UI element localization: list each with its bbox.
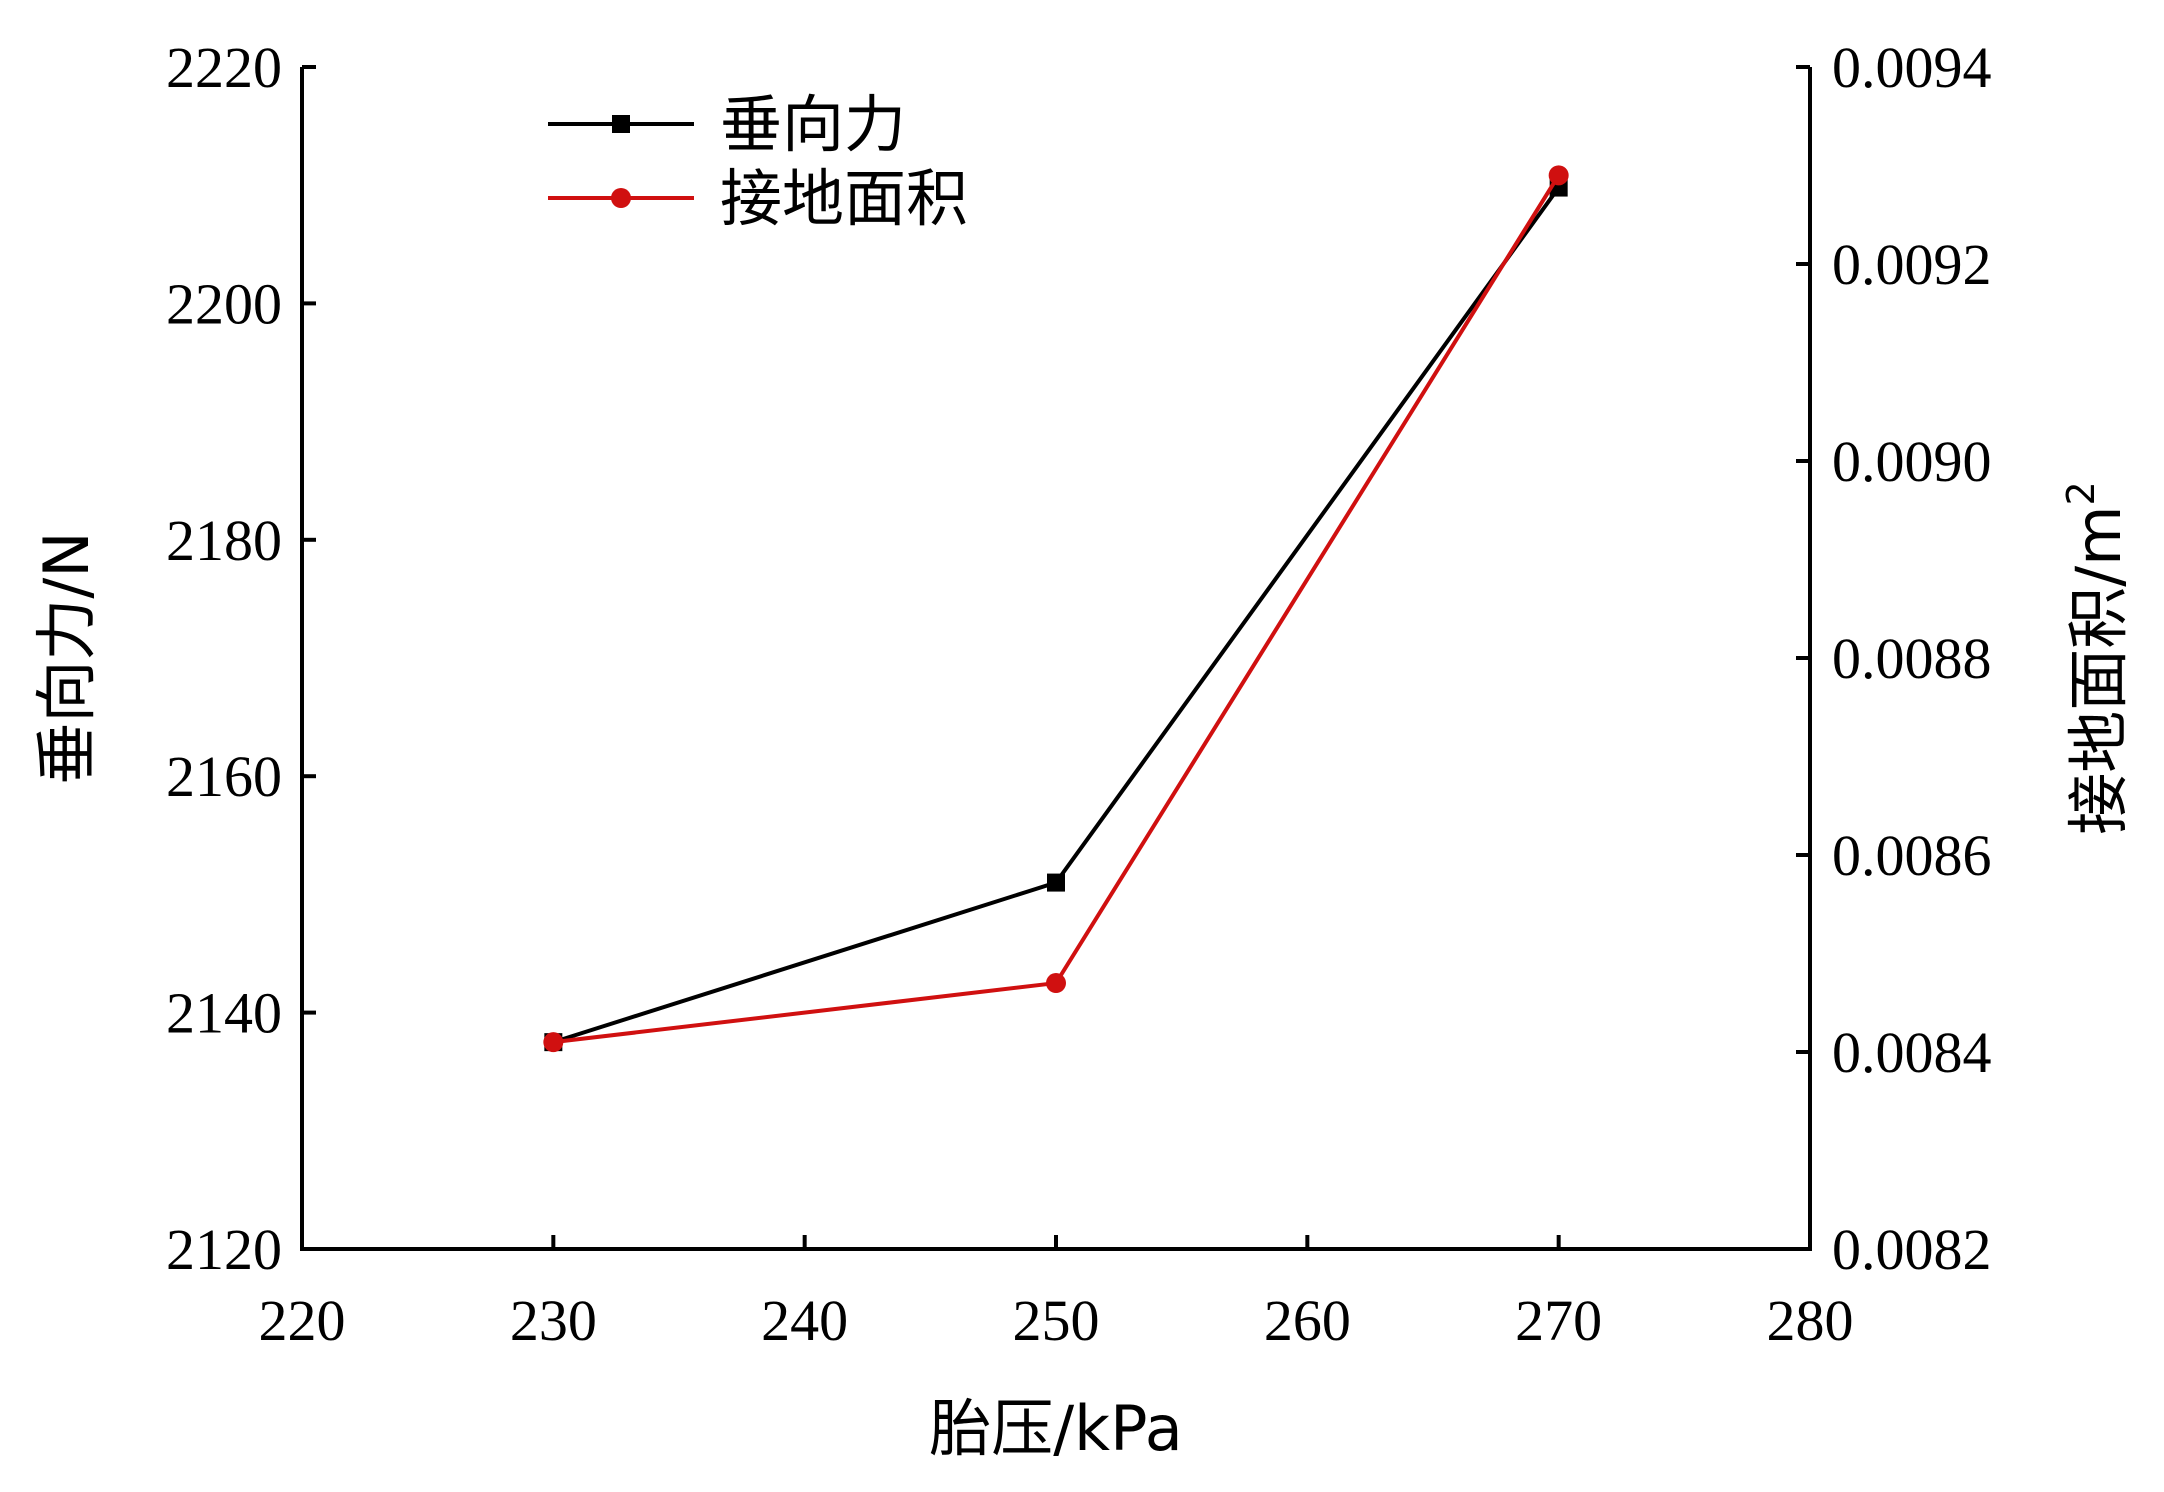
legend-label: 垂向力 bbox=[720, 88, 906, 161]
series-point-0 bbox=[1047, 873, 1065, 892]
x-tick-label: 270 bbox=[1515, 1288, 1602, 1353]
x-axis-ticks: 220 230 240 250 260 270 280 bbox=[259, 1235, 1854, 1353]
legend-marker bbox=[612, 115, 630, 133]
series-point-1 bbox=[1548, 165, 1569, 186]
y-left-tick-label: 2180 bbox=[166, 508, 282, 573]
y-left-tick-label: 2200 bbox=[166, 271, 282, 336]
y-right-axis-ticks: 0.0082 0.0084 0.0086 0.0088 0.0090 0.0092 0.00… bbox=[1796, 35, 1992, 1282]
legend-label: 接地面积 bbox=[720, 162, 968, 235]
y-right-tick-label: 0.0090 bbox=[1832, 429, 1992, 494]
x-axis-title: 胎压/kPa bbox=[929, 1392, 1182, 1465]
y-right-tick-label: 0.0092 bbox=[1832, 232, 1992, 297]
x-tick-label: 240 bbox=[761, 1288, 848, 1353]
y-left-axis-ticks: 2120 2140 2160 2180 2200 2220 bbox=[166, 35, 316, 1282]
axes bbox=[300, 67, 1812, 1251]
y-left-tick-label: 2140 bbox=[166, 981, 282, 1046]
series-line-1 bbox=[553, 174, 1561, 1045]
series-layer bbox=[543, 165, 1569, 1053]
series-line-0 bbox=[552, 186, 1561, 1045]
y-left-tick-label: 2220 bbox=[166, 35, 282, 100]
plot-frame bbox=[300, 67, 1812, 1251]
y-left-tick-label: 2160 bbox=[166, 744, 282, 809]
y-right-tick-label: 0.0082 bbox=[1832, 1217, 1992, 1282]
x-tick-label: 220 bbox=[259, 1288, 346, 1353]
y-left-tick-label: 2120 bbox=[166, 1217, 282, 1282]
y-right-axis-title-text: 接地面积/m bbox=[2062, 505, 2135, 834]
y-right-axis-title-superscript: 2 bbox=[2059, 481, 2103, 505]
x-tick-label: 250 bbox=[1013, 1288, 1100, 1353]
y-left-axis-title: 垂向力/N bbox=[30, 531, 103, 784]
y-right-tick-label: 0.0084 bbox=[1832, 1020, 1992, 1085]
series-point-1 bbox=[543, 1032, 564, 1053]
legend-marker bbox=[611, 188, 631, 208]
y-right-tick-label: 0.0086 bbox=[1832, 823, 1992, 888]
y-right-axis-title: 接地面积/m2 bbox=[2059, 481, 2135, 834]
series-point-1 bbox=[1046, 973, 1066, 994]
y-right-tick-label: 0.0094 bbox=[1832, 35, 1992, 100]
x-tick-label: 230 bbox=[510, 1288, 597, 1353]
x-tick-label: 280 bbox=[1767, 1288, 1854, 1353]
x-tick-label: 260 bbox=[1264, 1288, 1351, 1353]
y-right-tick-label: 0.0088 bbox=[1832, 626, 1992, 691]
